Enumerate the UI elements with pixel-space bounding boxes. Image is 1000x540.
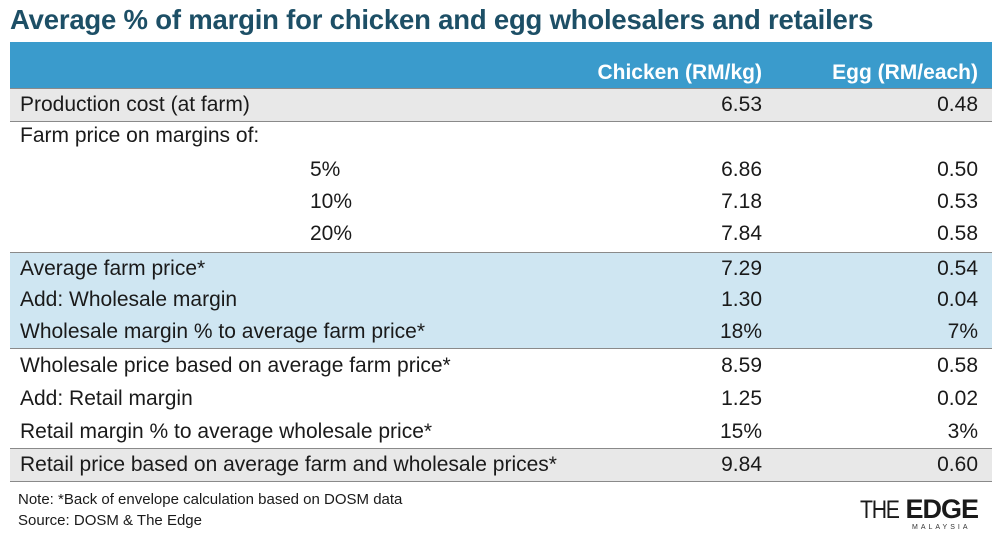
- chicken-value: 15%: [719, 420, 762, 443]
- row-label: 10%: [310, 190, 353, 213]
- row-label: Wholesale margin % to average farm price…: [20, 320, 426, 343]
- table-row: Add: Retail margin 1.25 0.02: [10, 383, 992, 415]
- egg-value: 0.04: [937, 288, 978, 311]
- egg-value: 7%: [947, 320, 978, 343]
- egg-value: 0.58: [937, 222, 978, 245]
- table-row: Add: Wholesale margin 1.30 0.04: [10, 284, 992, 316]
- egg-value: 0.54: [937, 257, 978, 280]
- table-row: 20% 7.84 0.58: [10, 218, 992, 250]
- chicken-value: 6.53: [721, 93, 762, 116]
- source-note: Source: DOSM & The Edge: [18, 512, 202, 529]
- row-label: Farm price on margins of:: [20, 124, 260, 147]
- egg-value: 0.60: [937, 453, 978, 476]
- table-row: Farm price on margins of:: [10, 120, 992, 152]
- chicken-value: 7.84: [721, 222, 762, 245]
- chicken-value: 9.84: [721, 453, 762, 476]
- table-row: 5% 6.86 0.50: [10, 154, 992, 186]
- row-label: Production cost (at farm): [20, 93, 250, 116]
- table-row: Average farm price* 7.29 0.54: [10, 252, 992, 285]
- egg-value: 0.53: [937, 190, 978, 213]
- chicken-value: 8.59: [721, 354, 762, 377]
- chicken-value: 7.29: [721, 257, 762, 280]
- table-header: Chicken (RM/kg) Egg (RM/each): [10, 42, 992, 88]
- egg-value: 0.58: [937, 354, 978, 377]
- table-row: Retail margin % to average wholesale pri…: [10, 416, 992, 448]
- row-label: Add: Retail margin: [20, 387, 193, 410]
- row-label: Average farm price*: [20, 257, 206, 280]
- table-row: Production cost (at farm) 6.53 0.48: [10, 88, 992, 122]
- chicken-value: 1.25: [721, 387, 762, 410]
- table-row: Retail price based on average farm and w…: [10, 448, 992, 482]
- egg-value: 0.02: [937, 387, 978, 410]
- egg-value: 3%: [947, 420, 978, 443]
- row-label: 5%: [310, 158, 341, 181]
- the-edge-logo: THE EDGE MALAYSIA: [860, 494, 979, 531]
- row-label: Wholesale price based on average farm pr…: [20, 354, 451, 377]
- row-label: Retail price based on average farm and w…: [20, 453, 557, 476]
- row-label: Add: Wholesale margin: [20, 288, 238, 311]
- column-header-egg: Egg (RM/each): [832, 61, 978, 84]
- egg-value: 0.48: [937, 93, 978, 116]
- row-label: 20%: [310, 222, 353, 245]
- footnote: Note: *Back of envelope calculation base…: [18, 491, 403, 508]
- chicken-value: 18%: [719, 320, 762, 343]
- table-row: Wholesale price based on average farm pr…: [10, 350, 992, 382]
- chicken-value: 1.30: [721, 288, 762, 311]
- egg-value: 0.50: [937, 158, 978, 181]
- table-row: 10% 7.18 0.53: [10, 186, 992, 218]
- row-label: Retail margin % to average wholesale pri…: [20, 420, 433, 443]
- page-title: Average % of margin for chicken and egg …: [10, 4, 874, 35]
- column-header-chicken: Chicken (RM/kg): [597, 61, 762, 84]
- chicken-value: 6.86: [721, 158, 762, 181]
- chicken-value: 7.18: [721, 190, 762, 213]
- table-row: Wholesale margin % to average farm price…: [10, 316, 992, 349]
